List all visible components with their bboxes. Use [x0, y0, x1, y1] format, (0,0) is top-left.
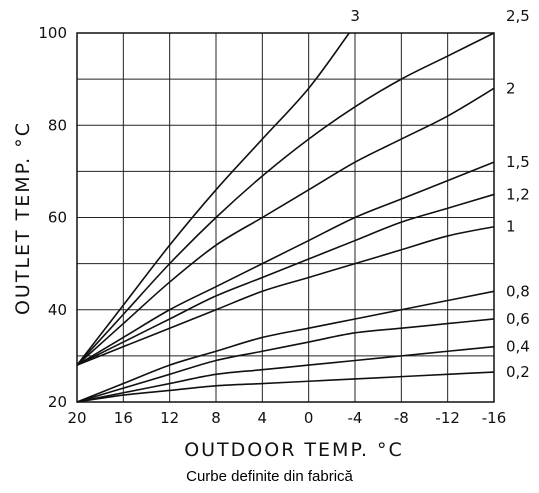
x-tick-label: -8: [394, 409, 409, 427]
chart-caption: Curbe definite din fabrică: [186, 468, 353, 485]
curve-3: [76, 32, 350, 366]
x-tick-label: 8: [211, 409, 221, 427]
curve-label: 1: [506, 218, 516, 236]
x-tick-label: 12: [160, 409, 179, 427]
plot-frame: [76, 32, 495, 403]
curve-2: [76, 87, 495, 366]
x-tick-label: -12: [435, 409, 460, 427]
curve-1: [76, 225, 495, 366]
curve-label: 0,6: [506, 310, 530, 328]
x-tick-label: -16: [482, 409, 507, 427]
curve-label: 2,5: [506, 7, 530, 25]
y-tick-label: 40: [48, 301, 67, 319]
curve-label: 0,4: [506, 338, 530, 356]
grid: [76, 32, 495, 403]
curve-label: 1,2: [506, 185, 530, 203]
x-tick-label: 16: [114, 409, 133, 427]
y-tick-label: 20: [48, 393, 67, 411]
x-tick-label: 0: [304, 409, 314, 427]
x-tick-label: 4: [258, 409, 268, 427]
curve-0-8: [76, 290, 495, 403]
curve-1-5: [76, 161, 495, 366]
y-tick-label: 80: [48, 116, 67, 134]
x-tick-label: -4: [348, 409, 363, 427]
curve-label: 3: [350, 7, 360, 25]
y-tick-label: 60: [48, 209, 67, 227]
curve-0-4: [76, 345, 495, 403]
curve-0-6: [76, 318, 495, 403]
x-axis-title: OUTDOOR TEMP. °C: [184, 439, 404, 461]
curves: [76, 32, 495, 403]
curve-2-5: [76, 32, 495, 366]
curve-label: 2: [506, 79, 516, 97]
y-tick-label: 100: [38, 24, 67, 42]
curve-labels: 3 2,5 2 1,5 1,2 1 0,8 0,6 0,4 0,2: [350, 7, 529, 381]
curve-0-2: [76, 371, 495, 403]
curve-label: 1,5: [506, 153, 530, 171]
curve-label: 0,2: [506, 363, 530, 381]
curve-label: 0,8: [506, 282, 530, 300]
x-tick-label: 20: [67, 409, 86, 427]
y-axis-title: OUTLET TEMP. °C: [12, 121, 34, 315]
curve-1-2: [76, 193, 495, 366]
